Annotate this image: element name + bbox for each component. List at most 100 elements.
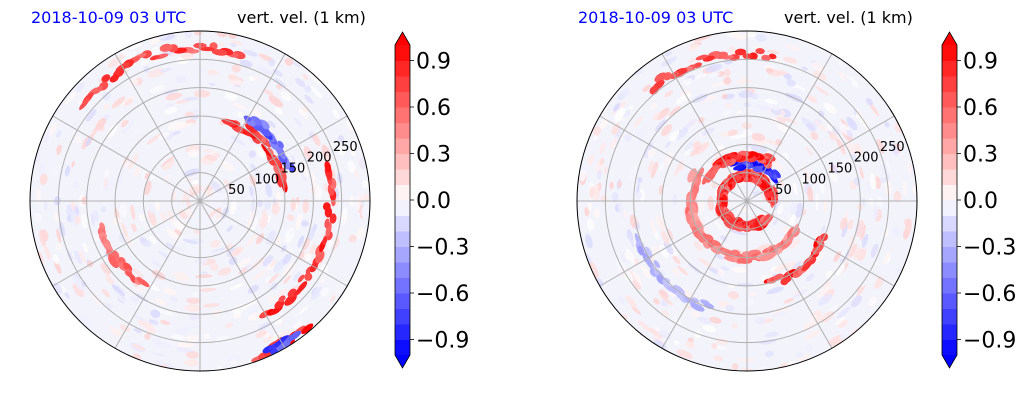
field-cell — [308, 72, 322, 85]
field-cell — [637, 132, 646, 144]
colorbar-extend-top — [395, 32, 410, 45]
field-cell — [165, 242, 175, 250]
colorbar-segment — [942, 91, 957, 108]
field-cell — [78, 314, 92, 328]
field-cell — [710, 82, 728, 88]
field-cell — [320, 277, 326, 284]
field-cell — [599, 211, 606, 222]
field-feature-cell — [329, 213, 337, 224]
field-cell — [165, 93, 183, 101]
field-feature-cell — [733, 165, 744, 171]
field-cell — [823, 102, 837, 115]
field-cell — [53, 268, 59, 279]
field-feature-cell — [277, 140, 284, 149]
field-cell — [246, 233, 258, 248]
field-cell — [155, 341, 171, 348]
field-cell — [293, 117, 303, 128]
field-cell — [876, 196, 883, 208]
field-cell — [647, 148, 656, 159]
field-cell — [634, 67, 644, 76]
field-cell — [873, 205, 879, 220]
field-cell — [790, 238, 801, 249]
field-cell — [230, 43, 237, 48]
field-cell — [133, 284, 147, 294]
colorbar: 0.9 0.6 0.3 0.0 −0.3 −0.6 −0.9 — [394, 31, 469, 369]
field-cell — [207, 69, 218, 76]
field-feature-cell — [274, 299, 285, 309]
field-cell — [163, 287, 177, 296]
field-cell — [54, 212, 60, 222]
field-cell — [902, 181, 907, 196]
field-cell — [248, 76, 255, 82]
field-cell — [893, 191, 902, 203]
field-cell — [805, 273, 815, 282]
field-cell — [731, 266, 747, 273]
field-cell — [720, 235, 728, 242]
field-cell — [907, 161, 912, 174]
field-cell — [655, 214, 660, 228]
field-cell — [262, 255, 274, 267]
colorbar-segment — [395, 184, 410, 201]
field-cell — [782, 225, 789, 233]
field-cell — [248, 216, 258, 233]
field-cell — [745, 31, 756, 38]
field-cell — [230, 199, 237, 216]
field-cell — [711, 343, 718, 350]
field-cell — [596, 169, 602, 180]
field-cell — [850, 295, 863, 308]
field-cell — [298, 250, 305, 260]
field-cell — [302, 198, 309, 214]
field-cell — [685, 341, 696, 349]
field-cell — [625, 295, 637, 308]
field-feature-cell — [136, 277, 150, 288]
field-cell — [119, 324, 131, 333]
field-cell — [78, 250, 86, 264]
field-cell — [216, 210, 224, 220]
colorbar-tick-label: −0.6 — [963, 282, 1016, 307]
field-cell — [250, 306, 261, 313]
field-cell — [186, 297, 201, 304]
field-feature-cell — [703, 302, 715, 309]
field-cell — [158, 250, 169, 259]
field-cell — [807, 94, 818, 103]
field-cell — [729, 134, 748, 139]
radial-tick-label: 200 — [854, 151, 879, 166]
field-cell — [665, 140, 672, 149]
field-cell — [657, 102, 664, 109]
field-cell — [337, 145, 346, 156]
field-cell — [836, 306, 851, 319]
field-cell — [223, 197, 227, 206]
field-cell — [224, 92, 239, 99]
field-cell — [320, 287, 329, 297]
field-cell — [815, 251, 825, 264]
field-cell — [109, 326, 123, 336]
field-cell — [308, 243, 316, 257]
field-feature-cell — [691, 297, 700, 303]
field-feature-cell — [149, 55, 160, 61]
field-cell — [191, 180, 199, 185]
field-cell — [154, 199, 161, 212]
field-cell — [713, 355, 723, 362]
colorbar-segment — [942, 60, 957, 77]
field-cell — [587, 154, 594, 166]
field-cell — [642, 84, 651, 93]
field-cell — [806, 123, 816, 132]
field-cell — [69, 121, 78, 132]
field-cell — [716, 71, 725, 77]
field-cell — [259, 213, 269, 230]
field-cell — [132, 268, 145, 279]
field-cell — [151, 259, 161, 268]
angular-gridline — [114, 53, 201, 202]
field-cell — [666, 228, 674, 241]
field-cell — [715, 253, 725, 260]
field-cell — [786, 79, 796, 87]
field-cell — [861, 233, 869, 248]
field-cell — [232, 102, 247, 110]
field-cell — [60, 285, 68, 294]
field-cell — [265, 230, 276, 245]
field-cell — [795, 223, 807, 239]
field-cell — [52, 253, 60, 265]
field-cell — [171, 334, 186, 340]
field-cell — [859, 166, 864, 180]
field-cell — [172, 220, 187, 233]
